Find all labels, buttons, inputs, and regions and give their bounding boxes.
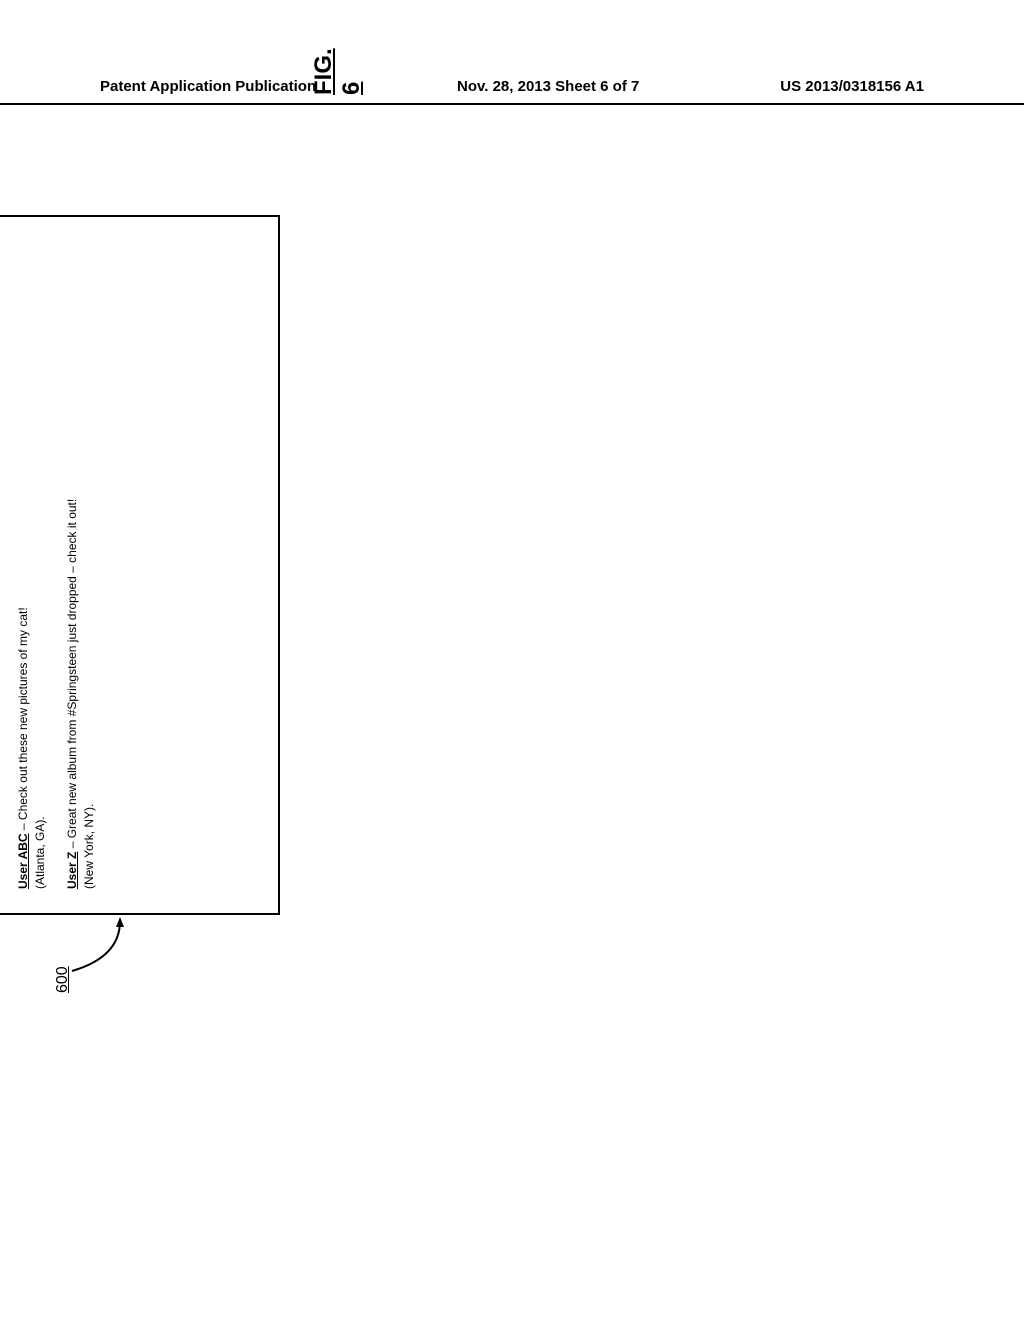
post-sep: – <box>65 838 79 851</box>
post-user: User Z <box>65 852 79 889</box>
post-item: User X – Just had the best sangria and t… <box>0 241 1 889</box>
page: Patent Application Publication Nov. 28, … <box>0 0 1024 1320</box>
post-location: (Berkeley, CA). <box>0 241 1 889</box>
figure-label: FIG. 6 <box>310 48 366 95</box>
post-sep: – <box>16 820 30 833</box>
header-pub-number: US 2013/0318156 A1 <box>780 78 924 95</box>
page-header: Patent Application Publication Nov. 28, … <box>0 78 1024 105</box>
header-center: Nov. 28, 2013 Sheet 6 of 7 <box>457 78 639 95</box>
post-item: User ABC – Check out these new pictures … <box>15 241 50 889</box>
post-text: Check out these new pictures of my cat! <box>16 607 30 820</box>
post-item: User Z – Great new album from #Springste… <box>64 241 99 889</box>
diagram-area: 610 605 600 User X – Just had t <box>0 195 1024 1095</box>
post-user: User ABC <box>16 833 30 889</box>
rotated-figure: 610 605 600 User X – Just had t <box>0 195 280 915</box>
outer-box-600: User X – Just had the best sangria and t… <box>0 215 280 915</box>
post-location: (New York, NY). <box>81 241 98 889</box>
header-left: Patent Application Publication <box>100 78 316 95</box>
post-text: Great new album from #Springsteen just d… <box>65 499 79 839</box>
post-location: (Atlanta, GA). <box>32 241 49 889</box>
leader-600 <box>50 907 130 977</box>
